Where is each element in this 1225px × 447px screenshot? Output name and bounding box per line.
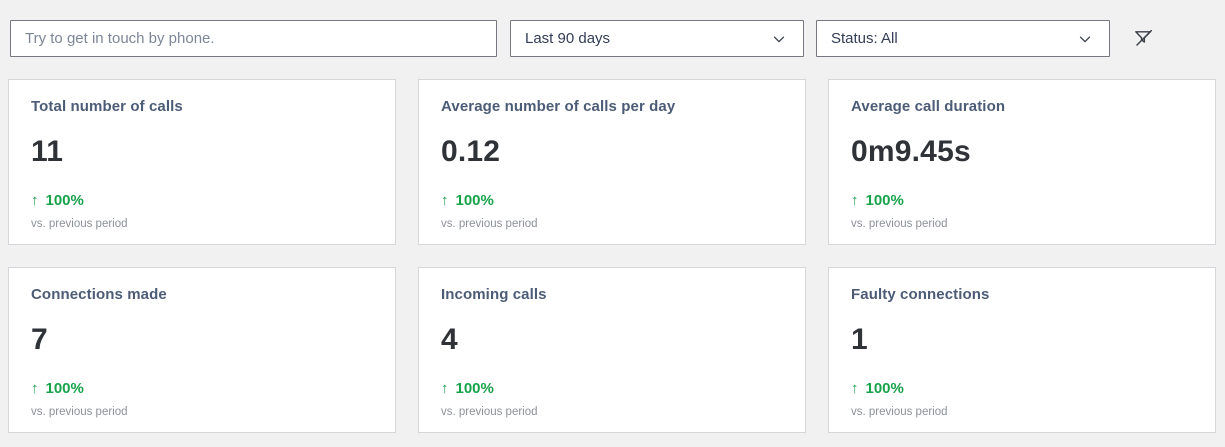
trend-percent: 100%	[45, 380, 84, 397]
trend-indicator: ↑ 100%	[851, 191, 1193, 210]
chevron-down-icon	[1076, 30, 1094, 48]
trend-subtitle: vs. previous period	[31, 406, 128, 418]
trend-subtitle: vs. previous period	[851, 218, 948, 230]
trend-percent: 100%	[455, 192, 494, 209]
stat-card-avg-call-duration: Average call duration 0m9.45s ↑ 100% vs.…	[828, 79, 1216, 245]
stat-card-total-calls: Total number of calls 11 ↑ 100% vs. prev…	[8, 79, 396, 245]
arrow-up-icon: ↑	[441, 380, 449, 397]
card-title: Average call duration	[851, 98, 1006, 115]
trend-indicator: ↑ 100%	[31, 379, 373, 398]
date-range-dropdown[interactable]: Last 90 days	[510, 20, 804, 57]
card-value: 1	[851, 323, 868, 356]
chevron-down-icon	[770, 30, 788, 48]
card-value: 0m9.45s	[851, 135, 971, 168]
card-title: Connections made	[31, 286, 167, 303]
card-title: Faulty connections	[851, 286, 990, 303]
trend-subtitle: vs. previous period	[31, 218, 128, 230]
filter-toolbar: Last 90 days Status: All	[0, 0, 1225, 57]
card-title: Average number of calls per day	[441, 98, 676, 115]
status-dropdown[interactable]: Status: All	[816, 20, 1110, 57]
status-value: Status: All	[831, 30, 898, 47]
trend-subtitle: vs. previous period	[851, 406, 948, 418]
trend-subtitle: vs. previous period	[441, 218, 538, 230]
card-value: 0.12	[441, 135, 501, 168]
trend-indicator: ↑ 100%	[441, 379, 783, 398]
trend-indicator: ↑ 100%	[31, 191, 373, 210]
stat-card-faulty-connections: Faulty connections 1 ↑ 100% vs. previous…	[828, 267, 1216, 433]
filter-off-icon	[1132, 27, 1155, 50]
arrow-up-icon: ↑	[31, 192, 39, 209]
trend-indicator: ↑ 100%	[441, 191, 783, 210]
arrow-up-icon: ↑	[851, 192, 859, 209]
trend-subtitle: vs. previous period	[441, 406, 538, 418]
trend-indicator: ↑ 100%	[851, 379, 1193, 398]
card-value: 11	[31, 135, 64, 168]
trend-percent: 100%	[865, 380, 904, 397]
trend-percent: 100%	[865, 192, 904, 209]
card-title: Incoming calls	[441, 286, 547, 303]
arrow-up-icon: ↑	[441, 192, 449, 209]
stat-card-incoming-calls: Incoming calls 4 ↑ 100% vs. previous per…	[418, 267, 806, 433]
stat-card-connections-made: Connections made 7 ↑ 100% vs. previous p…	[8, 267, 396, 433]
search-input[interactable]	[10, 20, 497, 57]
stat-card-avg-calls-per-day: Average number of calls per day 0.12 ↑ 1…	[418, 79, 806, 245]
arrow-up-icon: ↑	[851, 380, 859, 397]
date-range-value: Last 90 days	[525, 30, 611, 47]
trend-percent: 100%	[455, 380, 494, 397]
card-value: 4	[441, 323, 458, 356]
stats-card-grid: Total number of calls 11 ↑ 100% vs. prev…	[0, 57, 1225, 433]
trend-percent: 100%	[45, 192, 84, 209]
card-value: 7	[31, 323, 48, 356]
arrow-up-icon: ↑	[31, 380, 39, 397]
card-title: Total number of calls	[31, 98, 183, 115]
clear-filter-button[interactable]	[1129, 25, 1157, 53]
